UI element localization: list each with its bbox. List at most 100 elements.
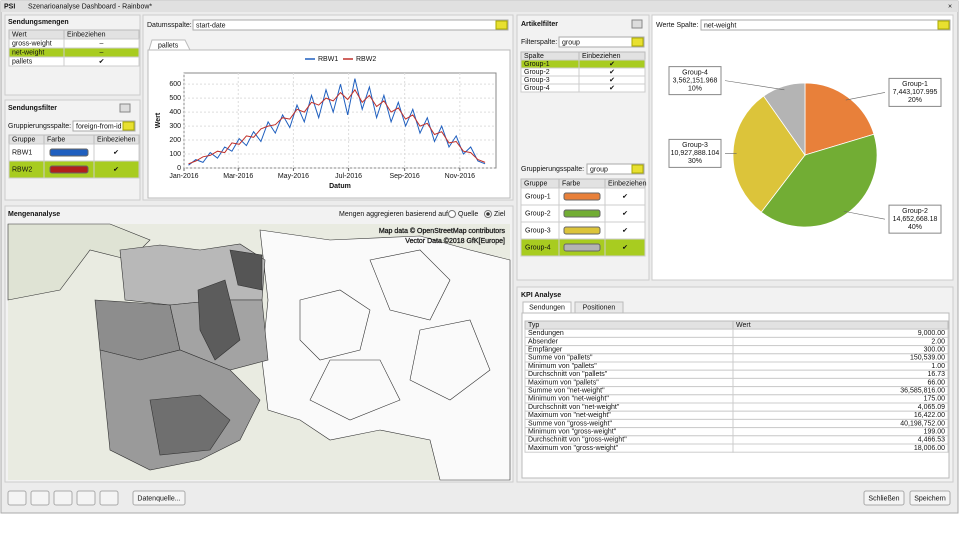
field-label: Mengen aggregieren basierend auf: <box>339 211 450 218</box>
include-mark: ✔ <box>622 227 628 234</box>
table-cell[interactable] <box>732 377 949 388</box>
x-tick-label: Nov-2016 <box>445 173 475 180</box>
include-mark: ✔ <box>113 149 119 156</box>
table-cell[interactable] <box>732 402 949 412</box>
column-header: Spalte <box>524 53 544 60</box>
kpi-type: Maximum von "net-weight" <box>528 412 611 419</box>
pie-label-value: 10,927,888.104 <box>671 150 720 157</box>
column-header: Einbeziehen <box>582 53 621 60</box>
table-cell[interactable] <box>732 361 949 371</box>
table-cell[interactable] <box>93 160 140 179</box>
color-swatch[interactable] <box>563 226 601 235</box>
kpi-value: 18,006.00 <box>914 445 945 452</box>
dropdown[interactable] <box>72 120 136 132</box>
x-tick-label: Jul-2016 <box>335 173 362 180</box>
table-cell[interactable] <box>732 345 949 355</box>
table-cell[interactable] <box>732 443 949 453</box>
close-button[interactable] <box>863 490 905 506</box>
y-tick-label: 0 <box>177 165 181 172</box>
dropdown[interactable] <box>558 36 645 48</box>
save-button[interactable] <box>909 490 951 506</box>
dropdown[interactable] <box>192 19 509 31</box>
table-cell[interactable] <box>63 56 140 67</box>
table-cell[interactable] <box>578 83 646 93</box>
dropdown[interactable] <box>586 163 645 175</box>
column-header: Farbe <box>47 136 65 143</box>
kpi-type: Summe von "gross-weight" <box>528 420 612 427</box>
dropdown-value: start-date <box>196 22 226 29</box>
row-label: Group-2 <box>525 210 551 217</box>
column-header: Gruppe <box>12 136 35 143</box>
tab[interactable] <box>148 39 191 51</box>
checkbox[interactable] <box>631 19 643 29</box>
y-axis-label: Wert <box>155 112 162 128</box>
kpi-type: Summe von "net-weight" <box>528 388 605 395</box>
panel-title: Artikelfilter <box>521 21 558 28</box>
save-icon-button[interactable] <box>53 490 73 506</box>
include-mark: – <box>100 40 104 47</box>
table-cell[interactable] <box>604 238 646 257</box>
table-cell[interactable] <box>732 394 949 404</box>
new-button[interactable] <box>7 490 27 506</box>
color-swatch[interactable] <box>563 192 601 201</box>
table-cell[interactable] <box>732 427 949 437</box>
datasource-button[interactable] <box>132 490 186 506</box>
field-label: Werte Spalte: <box>656 22 698 29</box>
dropdown-arrow[interactable] <box>631 37 644 47</box>
color-swatch[interactable] <box>49 148 89 157</box>
button-label: Speichern <box>914 495 946 502</box>
kpi-type: Maximum von "gross-weight" <box>528 445 619 452</box>
color-swatch[interactable] <box>49 165 89 174</box>
kpi-type: Minimum von "pallets" <box>528 363 597 370</box>
redo-button[interactable] <box>99 490 119 506</box>
panel-title: Sendungsfilter <box>8 105 57 112</box>
dropdown-arrow[interactable] <box>631 164 644 174</box>
y-tick-label: 400 <box>169 109 181 116</box>
table-cell[interactable] <box>732 435 949 445</box>
pie-label-percent: 40% <box>908 224 922 231</box>
kpi-type: Durchschnitt von "pallets" <box>528 371 608 378</box>
pie-label-percent: 10% <box>688 85 702 92</box>
title-bar <box>1 1 958 12</box>
kpi-value: 66.00 <box>927 379 945 386</box>
row-label: Group-4 <box>524 85 550 92</box>
include-mark: ✔ <box>622 210 628 217</box>
column-header: Typ <box>528 322 539 329</box>
column-header: Einbeziehen <box>67 31 106 38</box>
undo-button[interactable] <box>76 490 96 506</box>
radio-button[interactable] <box>448 210 456 218</box>
leader-line <box>845 92 886 101</box>
dropdown-arrow[interactable] <box>937 20 950 30</box>
open-button[interactable] <box>30 490 50 506</box>
field-label: Gruppierungsspalte: <box>521 166 584 173</box>
kpi-type: Empfänger <box>528 347 563 354</box>
dropdown-arrow[interactable] <box>495 20 508 30</box>
pie-label-percent: 20% <box>908 97 922 104</box>
pie-label-box <box>668 66 722 96</box>
kpi-type: Maximum von "pallets" <box>528 379 599 386</box>
table-cell[interactable] <box>732 336 949 347</box>
color-swatch[interactable] <box>563 209 601 218</box>
kpi-value: 40,198,752.00 <box>900 420 945 427</box>
kpi-value: 4,065.09 <box>918 404 945 411</box>
include-mark: ✔ <box>622 193 628 200</box>
tab-label: Sendungen <box>529 304 565 311</box>
map-shapes <box>7 223 511 481</box>
color-swatch[interactable] <box>563 243 601 252</box>
kpi-type: Minimum von "gross-weight" <box>528 429 617 436</box>
field-label: Gruppierungsspalte: <box>8 123 71 130</box>
include-mark: – <box>100 49 104 56</box>
kpi-value: 16.73 <box>927 371 945 378</box>
row-label: Group-2 <box>524 69 550 76</box>
table-cell[interactable] <box>732 328 949 338</box>
field-label: Datumsspalte: <box>147 22 192 29</box>
include-mark: ✔ <box>609 77 615 84</box>
row-label: Group-1 <box>525 193 551 200</box>
close-icon[interactable]: × <box>948 3 952 10</box>
checkbox[interactable] <box>119 103 131 113</box>
dropdown[interactable] <box>700 19 951 31</box>
dropdown-arrow[interactable] <box>122 121 135 131</box>
kpi-type: Sendungen <box>528 330 564 337</box>
table-cell[interactable] <box>732 369 949 379</box>
column-header: Einbeziehen <box>97 136 136 143</box>
